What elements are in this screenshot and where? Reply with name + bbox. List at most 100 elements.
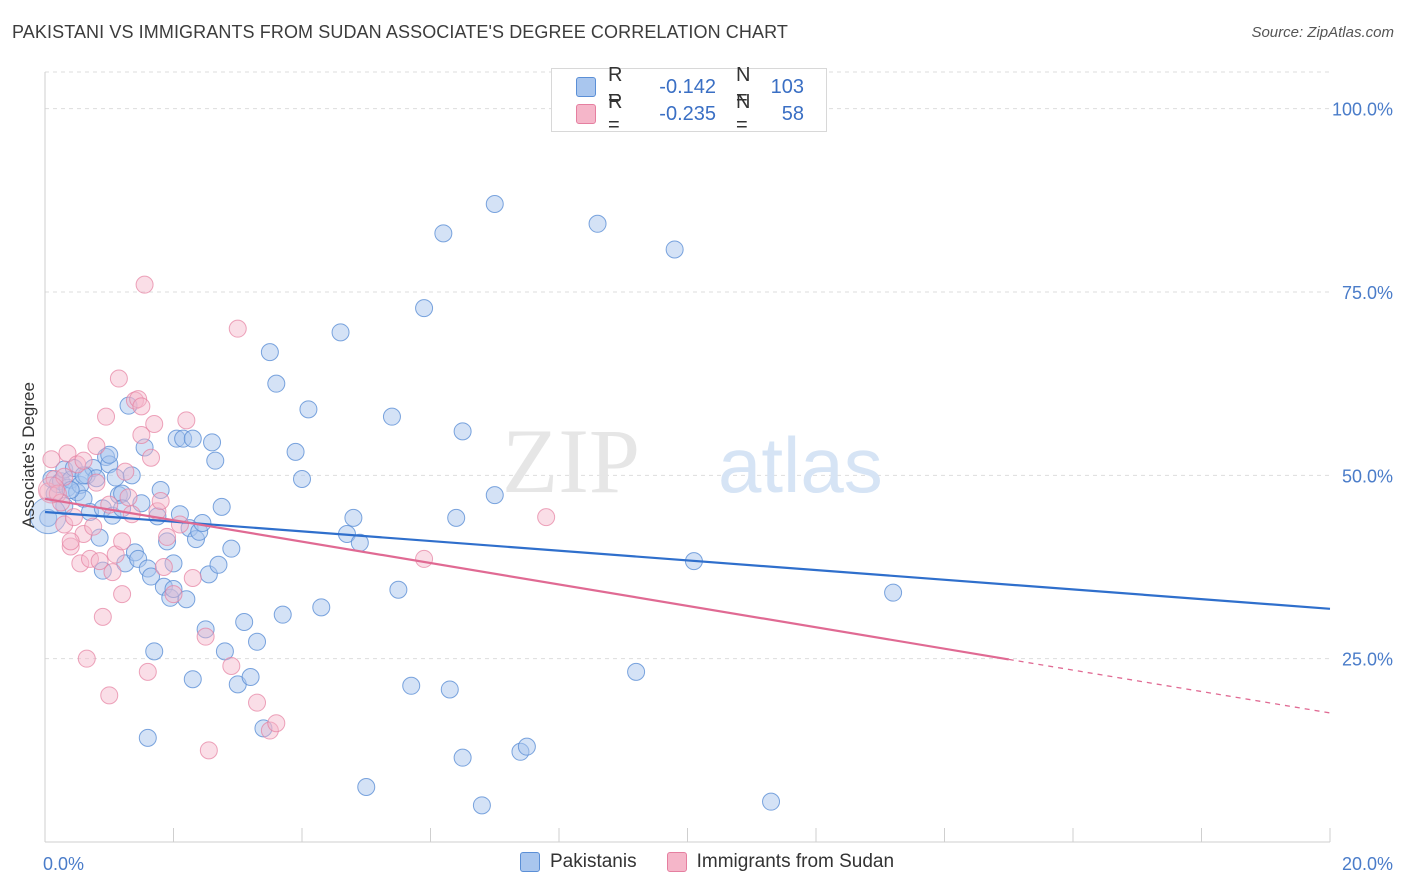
legend-r-label: R = (608, 91, 623, 136)
data-point-sudan (71, 554, 90, 573)
data-point-pakistanis (762, 792, 781, 811)
legend-n-value: 58 (781, 102, 804, 125)
data-point-pakistanis (665, 240, 684, 259)
legend-n-value: 103 (770, 75, 804, 98)
data-point-pakistanis (286, 442, 305, 461)
data-point-pakistanis (209, 555, 228, 574)
data-point-pakistanis (382, 407, 401, 426)
data-point-pakistanis (344, 508, 363, 527)
data-point-sudan (74, 451, 93, 470)
data-point-pakistanis (588, 214, 607, 233)
data-point-pakistanis (241, 668, 260, 686)
data-point-sudan (267, 714, 286, 733)
y-tick-label: 50.0% (1342, 466, 1393, 486)
legend-swatch-pink (576, 104, 596, 124)
data-point-pakistanis (196, 620, 215, 639)
legend-row-pakistanis: R = -0.142 N = 103 (576, 64, 804, 109)
legend-label-pakistanis: Pakistanis (550, 851, 637, 872)
series-sudan (37, 275, 556, 760)
data-point-pakistanis (151, 481, 170, 499)
data-point-sudan (87, 437, 106, 455)
data-point-sudan (87, 473, 106, 492)
data-point-sudan (135, 275, 154, 294)
trend-line-sudan-projection (1008, 658, 1331, 714)
chart-title: PAKISTANI VS IMMIGRANTS FROM SUDAN ASSOC… (12, 22, 788, 42)
data-point-sudan (55, 467, 74, 486)
trend-line-pakistanis (44, 510, 1331, 610)
data-point-sudan (537, 508, 556, 527)
data-point-pakistanis (293, 470, 311, 488)
data-point-sudan (222, 657, 241, 675)
x-tick-label: 20.0% (1342, 854, 1393, 874)
legend-swatch-pink (666, 852, 687, 872)
data-point-sudan (132, 426, 151, 444)
data-point-sudan (116, 462, 135, 481)
data-point-sudan (183, 569, 202, 587)
data-point-sudan (228, 319, 247, 338)
data-point-sudan (42, 450, 61, 469)
data-point-pakistanis (389, 580, 408, 599)
data-point-pakistanis (222, 539, 241, 558)
data-point-pakistanis (331, 323, 350, 342)
data-point-pakistanis (235, 613, 254, 631)
data-point-pakistanis (203, 433, 222, 452)
data-point-pakistanis (100, 445, 119, 464)
data-point-pakistanis (517, 737, 536, 756)
data-point-sudan (113, 532, 132, 551)
data-point-sudan (199, 741, 218, 760)
data-point-pakistanis (447, 508, 466, 527)
data-point-pakistanis (164, 554, 183, 573)
data-point-sudan (61, 532, 80, 551)
data-point-sudan (145, 415, 164, 433)
data-point-pakistanis (273, 605, 292, 624)
correlation-legend: R = -0.142 N = 103 R = -0.235 N = 58 (551, 64, 827, 136)
data-point-pakistanis (472, 796, 491, 815)
data-point-pakistanis (312, 598, 331, 617)
data-point-sudan (415, 549, 434, 568)
data-point-sudan-cluster (37, 476, 65, 504)
data-point-pakistanis (299, 400, 318, 419)
data-point-pakistanis (260, 343, 279, 362)
data-point-sudan (260, 721, 279, 740)
data-point-sudan (119, 488, 138, 507)
legend-swatch-blue (520, 852, 540, 872)
data-point-pakistanis (884, 583, 903, 602)
data-point-sudan (103, 563, 122, 582)
data-point-pakistanis (183, 429, 202, 448)
data-point-pakistanis (212, 497, 231, 516)
y-tick-label: 75.0% (1342, 283, 1393, 303)
data-point-pakistanis (453, 422, 472, 441)
data-point-sudan (109, 369, 128, 388)
data-point-pakistanis (627, 662, 646, 681)
data-point-sudan (132, 397, 151, 416)
grid-lines (45, 71, 1330, 660)
data-point-pakistanis (485, 195, 504, 213)
data-point-pakistanis (93, 561, 112, 580)
data-point-sudan (106, 545, 125, 564)
data-point-sudan (164, 585, 183, 604)
data-point-pakistanis (485, 486, 504, 505)
data-point-pakistanis (453, 748, 472, 767)
data-point-sudan (138, 662, 157, 681)
data-point-pakistanis (415, 299, 434, 318)
data-point-pakistanis (248, 632, 267, 651)
data-point-pakistanis (206, 451, 225, 470)
data-point-pakistanis (357, 778, 376, 796)
data-point-sudan (100, 686, 119, 705)
data-point-sudan (93, 607, 112, 626)
trend-line-sudan (44, 497, 1009, 661)
series-legend: Pakistanis Immigrants from Sudan (520, 851, 924, 873)
data-point-sudan (77, 649, 96, 668)
data-point-pakistanis (267, 374, 286, 393)
data-point-sudan (61, 537, 80, 556)
data-point-sudan (248, 693, 267, 712)
legend-item-pakistanis: Pakistanis (520, 851, 637, 873)
source-label: Source: ZipAtlas.com (1251, 24, 1394, 41)
data-point-pakistanis (434, 224, 453, 243)
data-point-sudan (196, 627, 215, 646)
legend-swatch-blue (576, 77, 596, 97)
watermark-zip: ZIP (502, 410, 640, 512)
y-tick-label: 100.0% (1332, 100, 1393, 120)
data-point-sudan (158, 527, 177, 546)
